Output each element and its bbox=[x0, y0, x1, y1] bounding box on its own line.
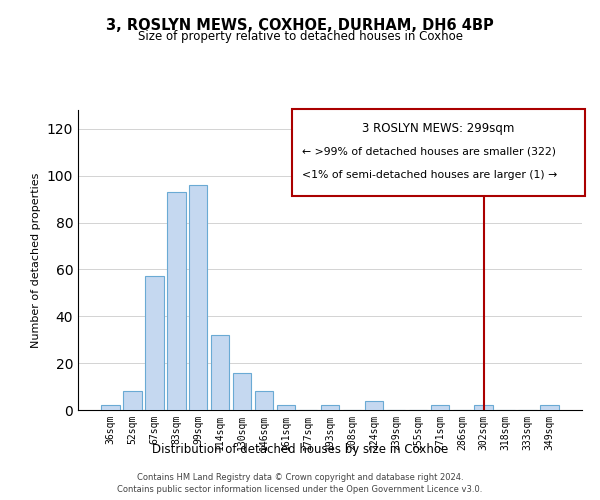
Bar bbox=[101, 406, 119, 410]
FancyBboxPatch shape bbox=[292, 108, 584, 196]
Bar bbox=[255, 391, 274, 410]
Bar bbox=[541, 406, 559, 410]
Bar bbox=[211, 335, 229, 410]
Bar bbox=[145, 276, 164, 410]
Bar bbox=[475, 406, 493, 410]
Text: Size of property relative to detached houses in Coxhoe: Size of property relative to detached ho… bbox=[137, 30, 463, 43]
Text: Distribution of detached houses by size in Coxhoe: Distribution of detached houses by size … bbox=[152, 442, 448, 456]
Bar bbox=[431, 406, 449, 410]
Text: 3 ROSLYN MEWS: 299sqm: 3 ROSLYN MEWS: 299sqm bbox=[362, 122, 515, 135]
Bar bbox=[123, 391, 142, 410]
Text: Contains public sector information licensed under the Open Government Licence v3: Contains public sector information licen… bbox=[118, 485, 482, 494]
Bar bbox=[277, 406, 295, 410]
Bar bbox=[189, 185, 208, 410]
Bar bbox=[365, 400, 383, 410]
Text: <1% of semi-detached houses are larger (1) →: <1% of semi-detached houses are larger (… bbox=[302, 170, 557, 180]
Text: Contains HM Land Registry data © Crown copyright and database right 2024.: Contains HM Land Registry data © Crown c… bbox=[137, 472, 463, 482]
Bar bbox=[233, 372, 251, 410]
Bar bbox=[320, 406, 340, 410]
Text: ← >99% of detached houses are smaller (322): ← >99% of detached houses are smaller (3… bbox=[302, 146, 556, 156]
Bar bbox=[167, 192, 185, 410]
Y-axis label: Number of detached properties: Number of detached properties bbox=[31, 172, 41, 348]
Text: 3, ROSLYN MEWS, COXHOE, DURHAM, DH6 4BP: 3, ROSLYN MEWS, COXHOE, DURHAM, DH6 4BP bbox=[106, 18, 494, 32]
